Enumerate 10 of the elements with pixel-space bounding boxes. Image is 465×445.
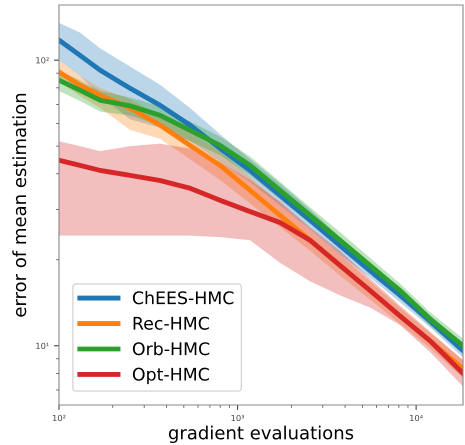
x-tick-label: 10⁴: [410, 414, 423, 422]
x-tick-label: 10³: [232, 414, 244, 422]
legend-label: Opt-HMC: [132, 368, 209, 384]
legend-label: ChEES-HMC: [132, 290, 234, 304]
x-tick-label: 10²: [52, 414, 66, 422]
y-axis-title: error of mean estimation: [12, 94, 26, 317]
legend-label: Rec-HMC: [134, 316, 209, 330]
y-tick-label: 10¹: [36, 342, 49, 349]
x-axis-title: gradient evaluations: [168, 426, 354, 444]
legend-label: Orb-HMC: [132, 342, 210, 356]
